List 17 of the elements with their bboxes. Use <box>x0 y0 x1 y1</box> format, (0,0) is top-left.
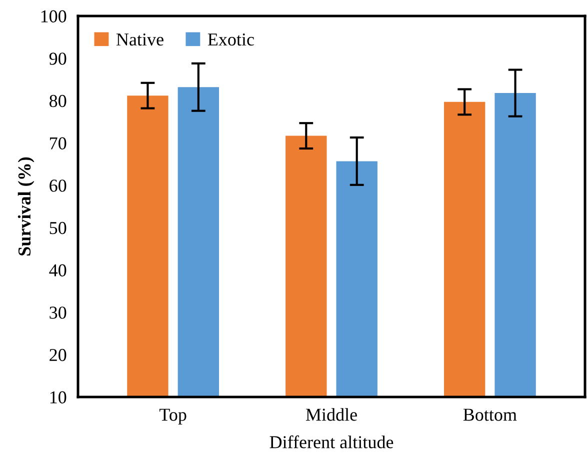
x-axis-title: Different altitude <box>270 435 394 448</box>
y-tick-label: 20 <box>50 348 66 362</box>
y-tick-label: 60 <box>50 180 66 192</box>
x-tick-label: Middle <box>306 408 357 421</box>
y-tick-label: 40 <box>49 264 66 276</box>
legend-label: Native <box>116 33 164 46</box>
y-tick-label: 90 <box>49 52 66 65</box>
y-tick-label: 30 <box>50 306 66 319</box>
y-axis-title: Survival (%) <box>18 157 34 256</box>
y-tick-label: 70 <box>50 137 66 150</box>
y-tick-label: 10 <box>50 391 66 404</box>
y-tick-label: 80 <box>50 94 66 108</box>
y-tick-label: 50 <box>50 222 66 234</box>
y-tick-label: 100 <box>41 10 66 22</box>
x-tick-label: Top <box>159 408 186 424</box>
x-tick-label: Bottom <box>463 408 517 421</box>
legend-label: Exotic <box>208 33 254 46</box>
